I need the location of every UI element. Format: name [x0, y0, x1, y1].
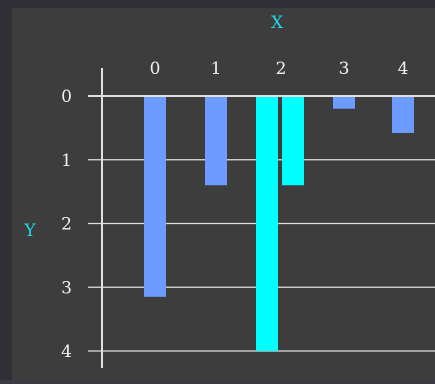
bar: [392, 96, 414, 133]
x-tick-label: 4: [398, 59, 409, 79]
y-tick-label: 2: [61, 215, 72, 235]
plot-background: [12, 8, 435, 380]
bars: [88, 95, 435, 351]
y-tick-labels: 0 1 2 3 4: [61, 87, 72, 362]
bar: [256, 96, 278, 351]
x-tick-label: 2: [276, 59, 287, 79]
x-tick-label: 1: [211, 59, 222, 79]
bar: [282, 96, 304, 186]
y-tick-label: 4: [61, 342, 72, 362]
x-tick-label: 0: [150, 59, 161, 79]
y-axis-label: Y: [23, 221, 36, 241]
y-tick-label: 3: [61, 278, 72, 298]
y-tick-label: 1: [61, 151, 72, 171]
x-tick-labels: 0 1 2 3 4: [150, 59, 409, 79]
x-axis-label: X: [271, 13, 284, 33]
y-tick-label: 0: [61, 87, 72, 107]
x-tick-label: 3: [339, 59, 350, 79]
bar: [144, 96, 166, 297]
bar: [333, 96, 355, 109]
bar: [205, 96, 227, 186]
